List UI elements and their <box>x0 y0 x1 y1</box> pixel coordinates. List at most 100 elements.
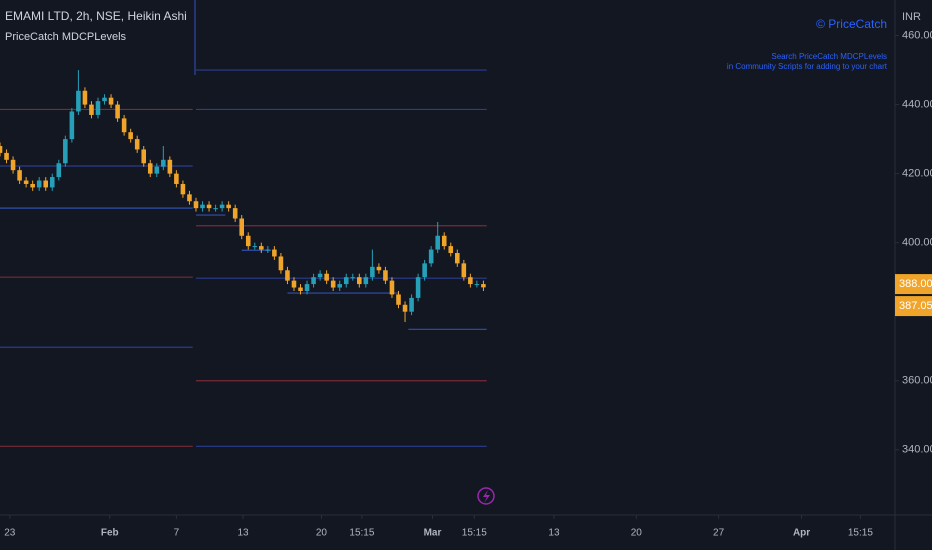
candle-body <box>376 266 382 271</box>
x-tick-label: 27 <box>713 528 725 539</box>
event-circle[interactable] <box>477 487 495 505</box>
candle-body <box>304 284 310 291</box>
candle-body <box>180 183 186 195</box>
candle-body <box>154 166 160 174</box>
candle-body <box>95 101 101 115</box>
candle-body <box>108 97 114 105</box>
price-label: 388.00 <box>899 278 932 290</box>
candle-body <box>30 183 35 188</box>
note-line: in Community Scripts for adding to your … <box>727 62 888 71</box>
y-tick-label: 360.00 <box>902 375 932 387</box>
y-tick-label: 340.00 <box>902 444 932 456</box>
candle-body <box>448 246 454 254</box>
candle-body <box>134 139 140 150</box>
currency: INR <box>902 11 921 23</box>
candle-body <box>63 139 68 164</box>
y-tick-label: 420.00 <box>902 168 932 180</box>
candle-body <box>43 180 49 188</box>
x-tick-label: Mar <box>424 528 442 539</box>
candle-body <box>0 146 3 153</box>
candle-body <box>23 180 29 184</box>
candle-body <box>245 235 251 247</box>
candle-body <box>441 235 447 247</box>
candle-body <box>187 194 192 202</box>
candle-body <box>128 132 133 140</box>
candle-body <box>213 208 218 210</box>
chart-title: EMAMI LTD, 2h, NSE, Heikin Ashi <box>5 9 187 23</box>
candle-body <box>193 201 199 209</box>
price-label-box <box>895 274 932 295</box>
candle-body <box>102 97 107 102</box>
candle-body <box>435 235 440 250</box>
candle-body <box>468 277 473 285</box>
price-label: 387.05 <box>899 300 932 312</box>
candle-body <box>317 273 323 278</box>
candle-body <box>76 90 81 112</box>
candle-body <box>291 280 297 288</box>
candle-body <box>402 304 408 312</box>
candle-body <box>200 204 205 209</box>
candle-body <box>396 294 401 305</box>
candle-body <box>239 218 245 236</box>
candle-body <box>147 163 153 174</box>
x-tick-label: Apr <box>793 528 810 539</box>
indicator-name: PriceCatch MDCPLevels <box>5 31 127 43</box>
candle-body <box>219 204 225 209</box>
x-tick-label: 20 <box>631 528 643 539</box>
candle-body <box>383 270 388 281</box>
candle-body <box>428 249 434 264</box>
candle-body <box>370 266 375 278</box>
candle-body <box>357 277 362 285</box>
candle-body <box>278 256 284 271</box>
candle-body <box>265 249 271 251</box>
candle-body <box>10 159 16 171</box>
x-tick-label: Feb <box>101 528 119 539</box>
candle-body <box>474 284 480 286</box>
candle-body <box>17 170 22 181</box>
candle-body <box>82 90 88 105</box>
candle-body <box>337 284 342 288</box>
candle-body <box>350 277 356 279</box>
note-line: Search PriceCatch MDCPLevels <box>771 52 887 61</box>
candle-body <box>89 104 94 115</box>
event-bolt[interactable] <box>483 490 490 503</box>
x-tick-label: 13 <box>237 528 249 539</box>
candle-body <box>422 263 427 278</box>
x-tick-label: 13 <box>548 528 560 539</box>
candle-body <box>389 280 395 295</box>
candle-body <box>56 163 62 178</box>
event-icon[interactable] <box>477 487 495 505</box>
candle-body <box>259 246 264 250</box>
candle-body <box>115 104 120 119</box>
candle-body <box>343 277 349 285</box>
y-tick-label: 440.00 <box>902 98 932 110</box>
candle-body <box>461 263 467 278</box>
candle-body <box>363 277 369 285</box>
x-tick-label: 15:15 <box>349 528 374 539</box>
y-tick-label: 400.00 <box>902 237 932 249</box>
x-tick-label: 23 <box>4 528 16 539</box>
candle-body <box>415 277 421 298</box>
candle-body <box>121 118 127 133</box>
candle-body <box>226 204 231 209</box>
x-tick-label: 7 <box>174 528 180 539</box>
price-label-box <box>895 296 932 317</box>
candle-body <box>324 273 329 281</box>
candle-body <box>232 208 238 219</box>
candle-body <box>69 111 75 140</box>
candle-body <box>49 177 55 188</box>
plot-area <box>0 69 487 447</box>
candle-body <box>141 149 147 164</box>
x-tick-label: 20 <box>316 528 328 539</box>
candle-body <box>330 280 336 288</box>
candle-body <box>4 152 9 160</box>
candle-body <box>311 277 316 285</box>
x-tick-label: 15:15 <box>462 528 487 539</box>
candle-body <box>174 173 179 184</box>
candle-body <box>285 270 290 281</box>
candle-body <box>206 204 212 209</box>
candle-body <box>161 159 166 167</box>
x-tick-label: 15:15 <box>848 528 873 539</box>
candle-body <box>409 297 414 312</box>
